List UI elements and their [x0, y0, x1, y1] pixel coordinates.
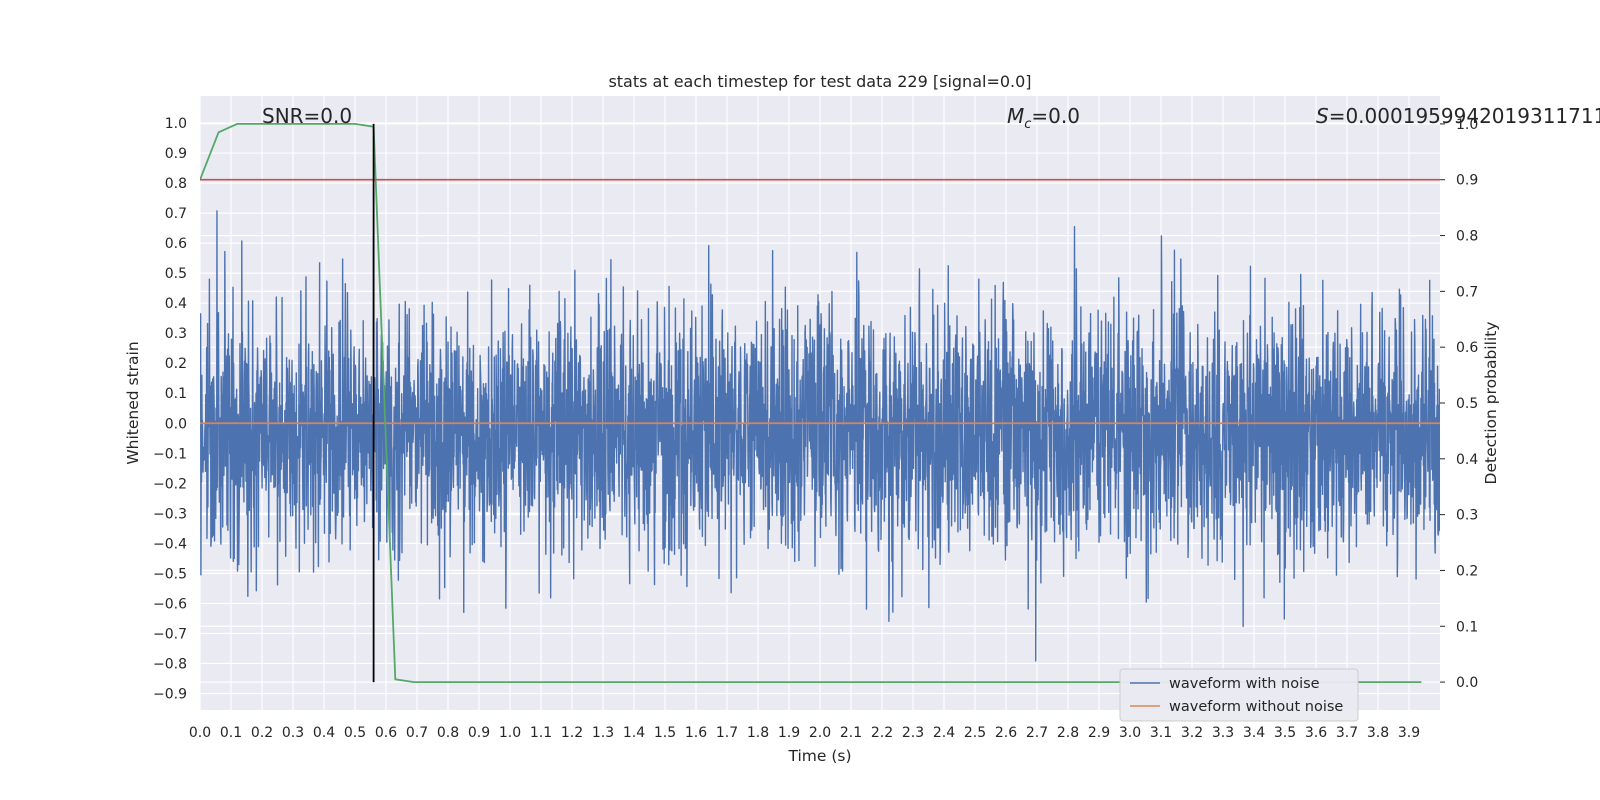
x-tick-label: 2.1 [840, 725, 862, 741]
y-tick-label: −0.9 [153, 686, 187, 702]
y2-tick-label: 1.0 [1456, 117, 1478, 133]
y2-axis-label: Detection probability [1482, 322, 1500, 485]
y-axis-label: Whitened strain [124, 341, 142, 464]
x-tick-label: 0.7 [406, 725, 428, 741]
mc-value: =0.0 [1031, 104, 1080, 128]
x-tick-label: 2.7 [1026, 725, 1048, 741]
x-tick-label: 1.6 [685, 725, 707, 741]
y-tick-label: 0.9 [165, 146, 187, 162]
x-tick-label: 3.3 [1212, 725, 1234, 741]
legend-box [1119, 668, 1359, 722]
x-tick-label: 3.5 [1274, 725, 1296, 741]
y-tick-label: 0.0 [165, 416, 187, 432]
y2-tick-label: 0.7 [1456, 284, 1478, 300]
x-tick-label: 1.5 [654, 725, 676, 741]
x-tick-label: 1.1 [530, 725, 552, 741]
y-tick-label: 0.7 [165, 206, 187, 222]
y-tick-label: 1.0 [165, 116, 187, 132]
y-tick-label: −0.7 [153, 626, 187, 642]
y2-tick-label: 0.6 [1456, 340, 1478, 356]
x-tick-label: 3.0 [1119, 725, 1141, 741]
y2-tick-label: 0.8 [1456, 229, 1478, 245]
s-symbol: S [1316, 104, 1329, 128]
x-tick-label: 1.7 [716, 725, 738, 741]
y2-tick-label: 0.5 [1456, 396, 1478, 412]
s-value: =0.00019599420193117112 [1329, 104, 1600, 128]
y-tick-label: 0.4 [165, 296, 187, 312]
y2-tick-label: 0.4 [1456, 452, 1478, 468]
mc-subscript: c [1024, 117, 1031, 132]
y-tick-label: −0.4 [153, 536, 187, 552]
x-tick-label: 3.7 [1336, 725, 1358, 741]
x-tick-label: 1.0 [499, 725, 521, 741]
y2-tick-label: 0.1 [1456, 619, 1478, 635]
x-tick-label: 1.2 [561, 725, 583, 741]
x-tick-label: 1.4 [623, 725, 645, 741]
snr-annotation: SNR=0.0 [262, 104, 352, 128]
x-tick-label: 3.1 [1150, 725, 1172, 741]
chirp-mass-annotation: Mc=0.0 [1007, 104, 1080, 132]
x-tick-label: 0.0 [189, 725, 211, 741]
x-tick-label: 2.3 [902, 725, 924, 741]
x-tick-label: 2.9 [1088, 725, 1110, 741]
x-tick-label: 2.8 [1057, 725, 1079, 741]
y2-tick-label: 0.9 [1456, 173, 1478, 189]
legend: waveform with noise waveform without noi… [1119, 668, 1359, 722]
x-tick-label: 0.3 [282, 725, 304, 741]
y-tick-label: −0.2 [153, 476, 187, 492]
x-tick-label: 0.2 [251, 725, 273, 741]
x-tick-label: 0.6 [375, 725, 397, 741]
y2-tick-label: 0.2 [1456, 563, 1478, 579]
x-tick-label: 0.5 [344, 725, 366, 741]
x-tick-label: 0.9 [468, 725, 490, 741]
y2-tick-label: 0.3 [1456, 508, 1478, 524]
x-tick-label: 1.8 [747, 725, 769, 741]
y-tick-label: −0.6 [153, 596, 187, 612]
series-detection-probability [200, 123, 1422, 683]
x-tick-label: 2.5 [964, 725, 986, 741]
x-tick-label: 2.0 [809, 725, 831, 741]
x-tick-label: 1.3 [592, 725, 614, 741]
y2-tick-labels: 1.0 0.9 0.8 0.7 0.6 0.5 0.4 0.3 0.2 0.1 0.0 [1440, 117, 1478, 691]
x-tick-label: 3.2 [1181, 725, 1203, 741]
y-tick-label: −0.3 [153, 506, 187, 522]
x-tick-label: 2.6 [995, 725, 1017, 741]
x-tick-label: 0.1 [220, 725, 242, 741]
x-tick-label: 2.2 [871, 725, 893, 741]
x-tick-labels: 0.0 0.1 0.2 0.3 0.4 0.5 0.6 0.7 0.8 0.9 1.0 1.1 1.2 1… [189, 725, 1420, 741]
y-tick-label: −0.5 [153, 566, 187, 582]
y-tick-label: −0.8 [153, 656, 187, 672]
legend-label-noise: waveform with noise [1169, 676, 1320, 692]
x-tick-label: 2.4 [933, 725, 955, 741]
y-tick-label: −0.1 [153, 446, 187, 462]
y2-tick-label: 0.0 [1456, 675, 1478, 691]
x-tick-label: 3.4 [1243, 725, 1265, 741]
y-tick-label: 0.8 [165, 176, 187, 192]
x-tick-label: 0.8 [437, 725, 459, 741]
chart-title: stats at each timestep for test data 229… [608, 72, 1031, 91]
y-tick-label: 0.3 [165, 326, 187, 342]
legend-label-clean: waveform without noise [1169, 699, 1343, 715]
x-tick-label: 3.9 [1398, 725, 1420, 741]
series-layer [200, 123, 1440, 683]
y-tick-label: 0.6 [165, 236, 187, 252]
x-tick-label: 3.8 [1367, 725, 1389, 741]
y-tick-label: 0.5 [165, 266, 187, 282]
mc-symbol: M [1007, 104, 1024, 128]
y-tick-labels: 1.0 0.9 0.8 0.7 0.6 0.5 0.4 0.3 0.2 0.1 0.0 −0.1 −0.… [153, 116, 187, 702]
s-annotation: S=0.00019599420193117112 [1316, 104, 1600, 128]
series-waveform-with-noise [200, 210, 1440, 662]
y-tick-label: 0.2 [165, 356, 187, 372]
x-tick-label: 0.4 [313, 725, 335, 741]
x-axis-label: Time (s) [787, 747, 851, 765]
y-tick-label: 0.1 [165, 386, 187, 402]
x-tick-label: 1.9 [778, 725, 800, 741]
x-tick-label: 3.6 [1305, 725, 1327, 741]
